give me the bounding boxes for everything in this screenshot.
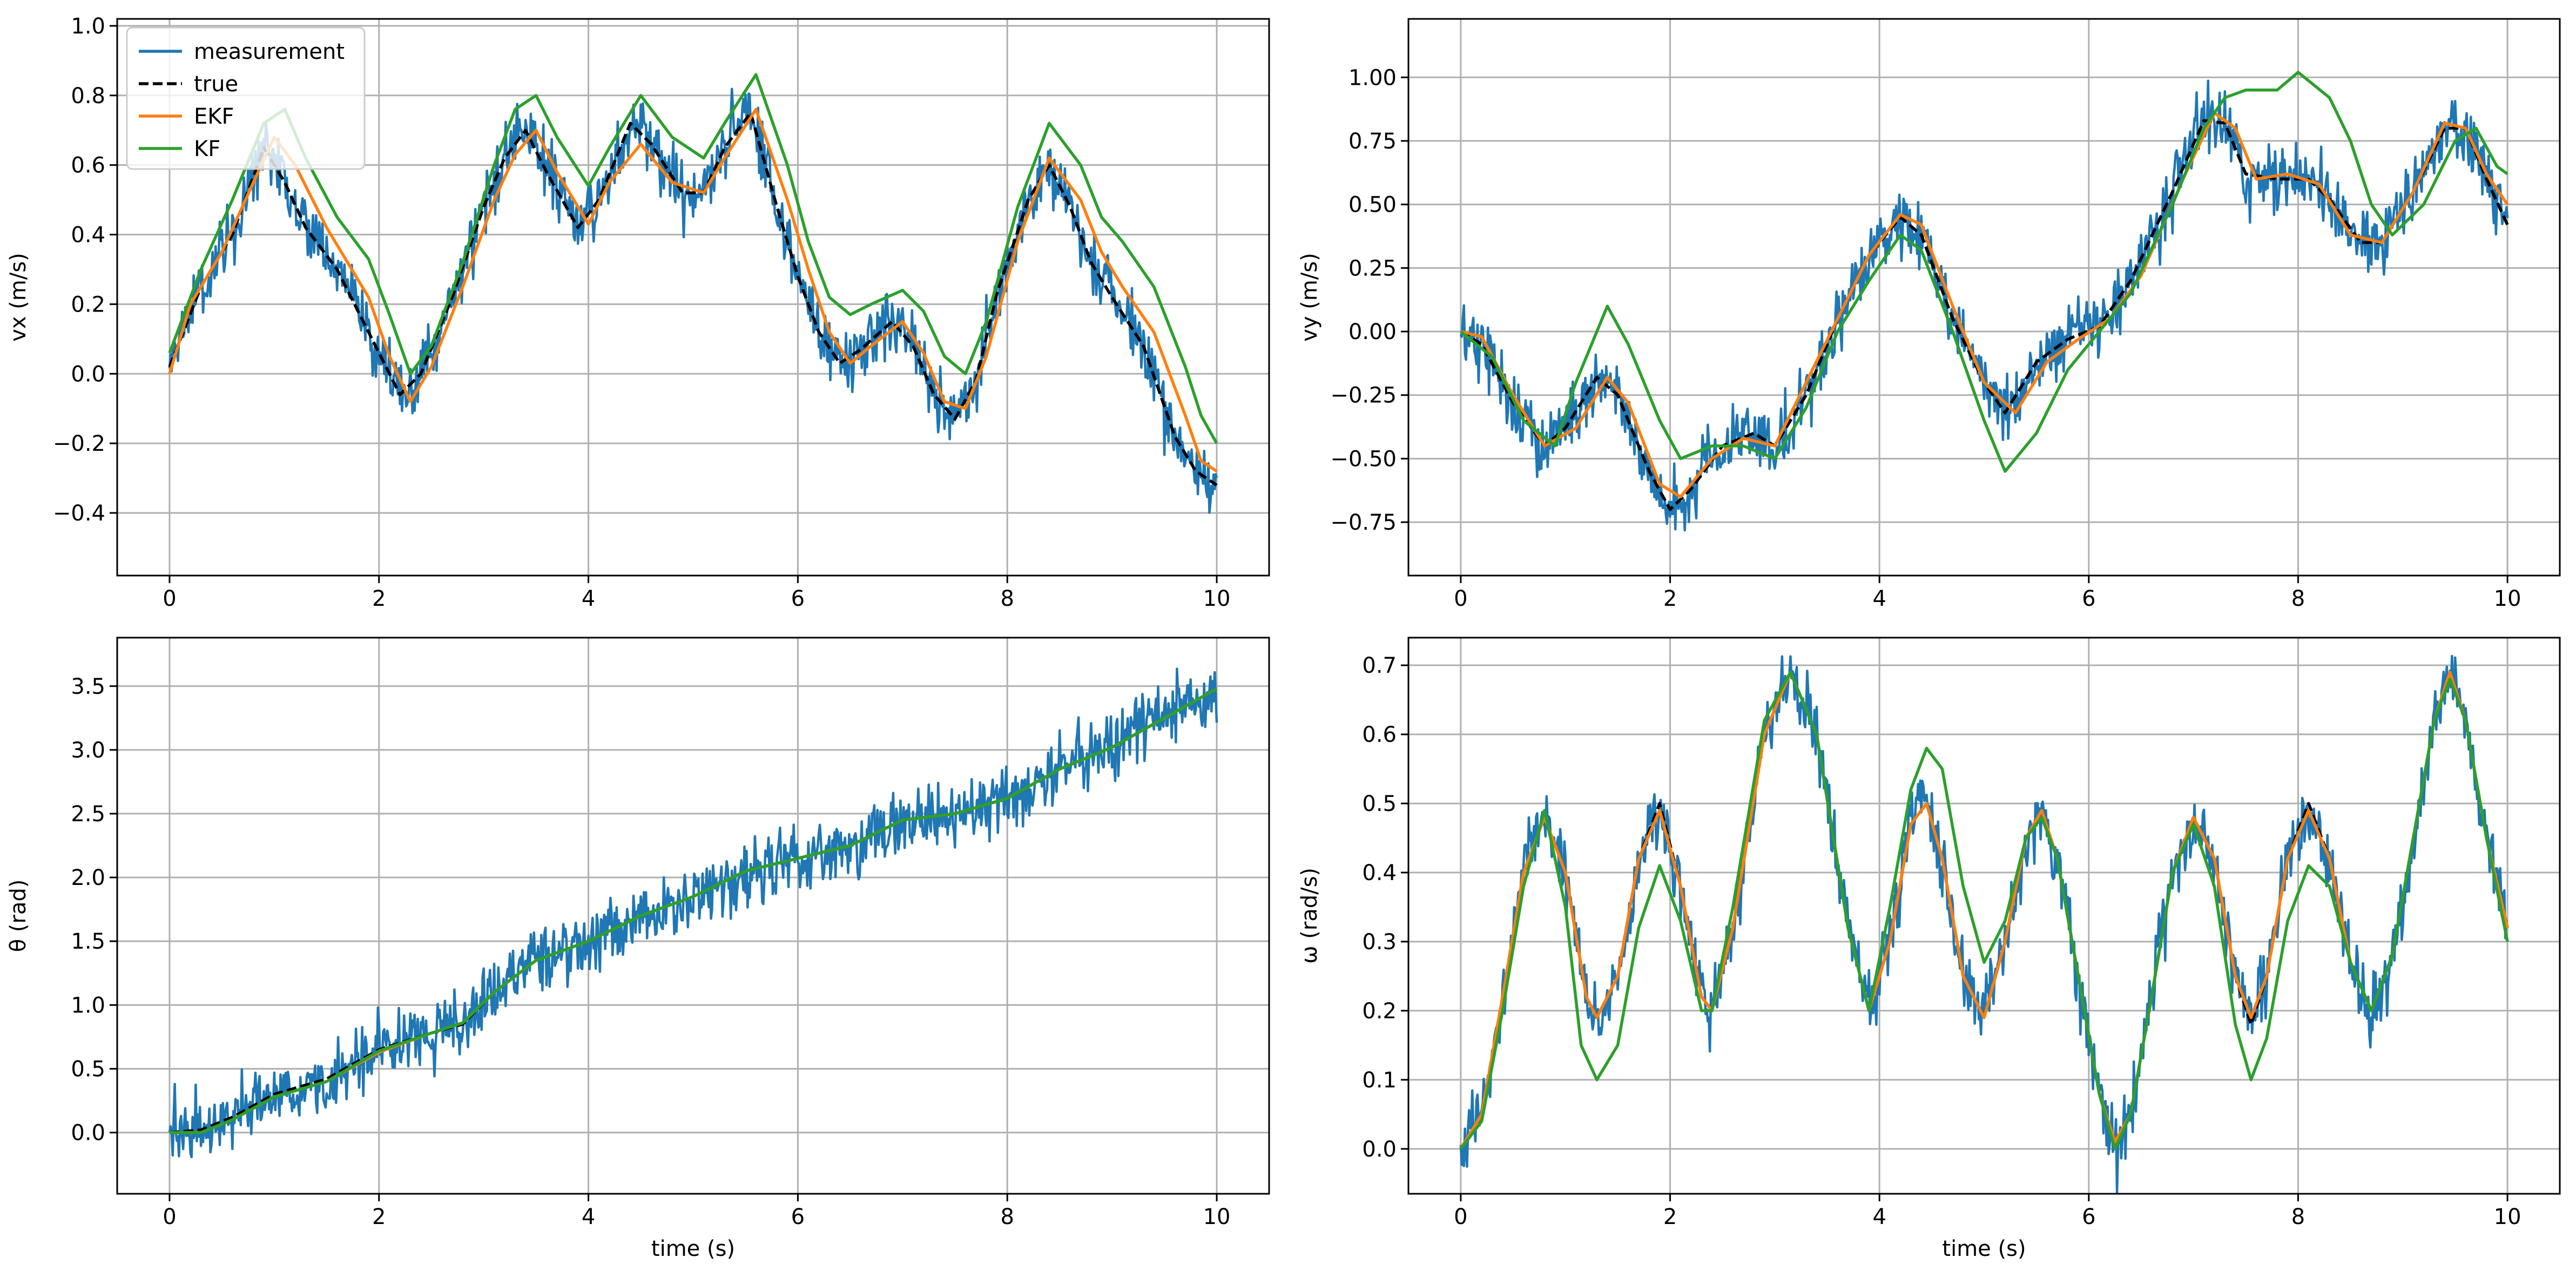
series-kf [170, 687, 1218, 1134]
y-tick-label: −0.2 [53, 431, 105, 456]
x-tick-label: 8 [1001, 1205, 1014, 1229]
x-tick-label: 8 [1001, 586, 1014, 611]
y-tick-label: −0.75 [1330, 510, 1397, 535]
y-tick-label: 0.1 [1362, 1068, 1397, 1093]
subplot-theta: 0 2 4 6 8 10 0.0 0.5 1.0 1.5 2.0 2.5 3.0 3.5 θ (rad) ti… [6, 637, 1270, 1261]
y-tick-label: −0.50 [1330, 447, 1397, 471]
subplots: 0 2 4 6 8 10 −0.4 −0.2 0.0 0.2 0.4 0.6 0.8 1.0 vx (m/s… [6, 14, 2561, 1261]
y-tick-label: −0.4 [53, 501, 105, 526]
y-axis-label: ω (rad/s) [1297, 868, 1322, 964]
y-tick-label: 1.00 [1348, 65, 1397, 90]
y-tick-label: 0.3 [1362, 930, 1397, 955]
y-tick-label: 0.0 [1362, 1137, 1397, 1162]
y-tick-label: 1.5 [71, 929, 105, 954]
series-measurement [168, 667, 1218, 1159]
subplot-omega: 0 2 4 6 8 10 0.0 0.1 0.2 0.3 0.4 0.5 0.6 0.7 ω (rad/s)… [1297, 637, 2561, 1261]
x-tick-label: 6 [2082, 586, 2095, 611]
x-tick-label: 10 [1203, 586, 1231, 611]
y-tick-label: 0.5 [1362, 792, 1397, 816]
y-tick-label: 0.00 [1348, 320, 1397, 344]
x-axis-label: time (s) [651, 1236, 735, 1261]
legend-label-measurement: measurement [194, 39, 345, 64]
x-tick-label: 2 [1663, 586, 1677, 611]
x-tick-label: 4 [582, 1205, 595, 1229]
y-tick-label: 3.0 [71, 738, 105, 763]
x-tick-label: 6 [791, 586, 805, 611]
legend-label-kf: KF [194, 137, 220, 161]
y-tick-label: 0.8 [71, 84, 105, 109]
y-tick-label: 1.0 [71, 993, 105, 1018]
x-tick-label: 2 [1663, 1205, 1677, 1229]
y-tick-label: 0.6 [71, 153, 105, 178]
plot-area-omega [1459, 654, 2509, 1194]
grid-vy [1408, 19, 2560, 576]
x-tick-label: 0 [1454, 1205, 1467, 1229]
x-tick-label: 8 [2291, 586, 2305, 611]
plot-area-vx [168, 73, 1218, 514]
y-tick-label: 3.5 [71, 674, 105, 699]
x-tick-label: 6 [791, 1205, 805, 1229]
y-tick-label: 0.2 [1362, 999, 1397, 1024]
x-tick-label: 10 [2494, 586, 2521, 611]
y-tick-label: 0.0 [71, 362, 105, 387]
y-tick-label: 0.25 [1348, 256, 1397, 281]
series-ekf [168, 107, 1218, 472]
y-tick-label: 0.50 [1348, 193, 1397, 218]
series-measurement [168, 87, 1218, 514]
axes-frame-theta [116, 637, 1270, 1195]
series-measurement [1459, 79, 2509, 532]
y-tick-label: 0.2 [71, 292, 105, 317]
y-tick-label: 0.0 [71, 1121, 105, 1146]
y-tick-label: 1.0 [71, 14, 105, 39]
y-tick-label: 0.7 [1362, 653, 1397, 678]
y-axis-label: vx (m/s) [6, 253, 31, 342]
legend-label-ekf: EKF [194, 104, 234, 129]
x-tick-label: 6 [2082, 1205, 2095, 1229]
subplot-vx: 0 2 4 6 8 10 −0.4 −0.2 0.0 0.2 0.4 0.6 0.8 1.0 vx (m/s… [6, 14, 1270, 611]
y-tick-label: 2.0 [71, 865, 105, 890]
series-kf [1459, 671, 2509, 1151]
x-tick-label: 8 [2291, 1205, 2305, 1229]
legend-label-true: true [194, 72, 238, 97]
x-tick-label: 0 [1454, 586, 1467, 611]
x-tick-label: 10 [1203, 1205, 1231, 1229]
plot-area-vy [1459, 71, 2509, 532]
subplot-vy: 0 2 4 6 8 10 −0.75 −0.50 −0.25 0.00 0.25 0.50 0.75 1.… [1297, 18, 2561, 611]
axes-frame-omega [1407, 637, 2561, 1195]
legend-box [126, 26, 366, 170]
x-tick-label: 10 [2494, 1205, 2521, 1229]
y-tick-label: −0.25 [1330, 383, 1397, 408]
x-tick-label: 2 [372, 1205, 386, 1229]
y-axis-label: vy (m/s) [1297, 253, 1322, 342]
x-tick-label: 4 [1872, 1205, 1886, 1229]
series-ekf [1459, 671, 2509, 1150]
y-tick-label: 0.6 [1362, 722, 1397, 747]
y-tick-label: 0.75 [1348, 129, 1397, 154]
legend: measurement true EKF KF [126, 26, 366, 170]
series-kf [168, 73, 1218, 444]
y-tick-label: 0.4 [71, 223, 105, 248]
axes-frame-vx [116, 18, 1270, 577]
series-ekf [1460, 111, 2509, 498]
y-tick-label: 0.5 [71, 1057, 105, 1081]
x-axis-label: time (s) [1942, 1236, 2026, 1261]
x-tick-label: 2 [372, 586, 386, 611]
axes-frame-vy [1407, 18, 2561, 577]
y-axis-label: θ (rad) [6, 880, 31, 952]
plot-area-theta [168, 667, 1218, 1159]
x-tick-label: 0 [163, 586, 176, 611]
x-tick-label: 4 [582, 586, 595, 611]
series-true [168, 111, 1218, 486]
series-kf [1460, 71, 2508, 473]
y-tick-label: 2.5 [71, 802, 105, 827]
x-tick-label: 0 [163, 1205, 176, 1229]
x-tick-label: 4 [1872, 586, 1886, 611]
y-tick-label: 0.4 [1362, 861, 1397, 885]
